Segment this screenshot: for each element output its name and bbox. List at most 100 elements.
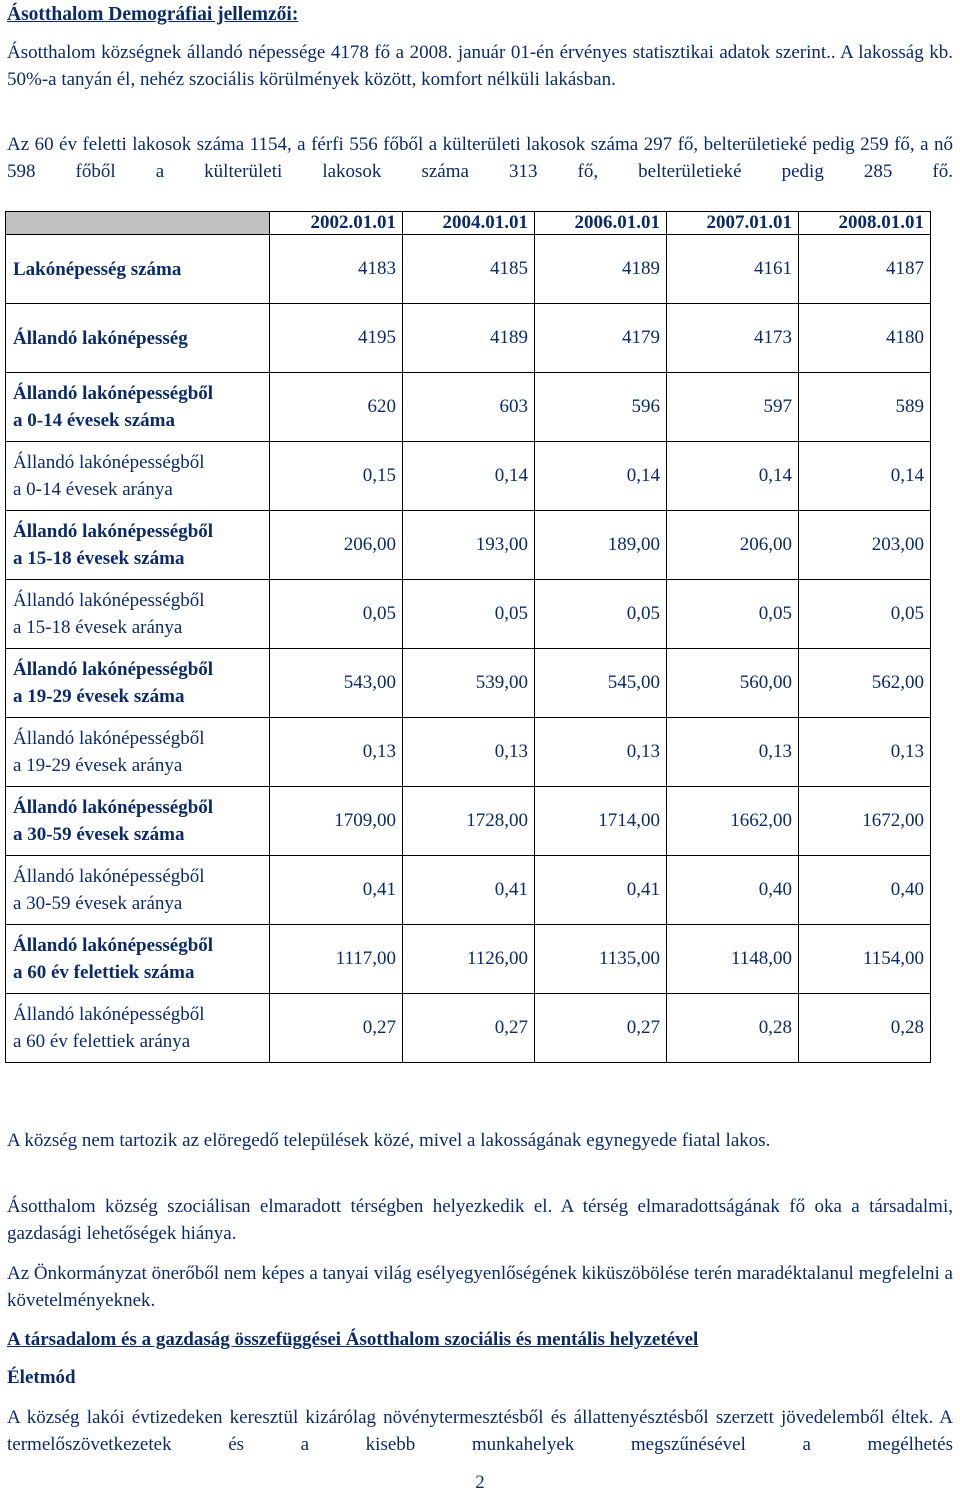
row-label: Állandó lakónépességből a 60 év felettiek… <box>5 993 270 1063</box>
value-cell: 0,13 <box>534 717 667 787</box>
value-cell: 539,00 <box>402 648 535 718</box>
row-label: Állandó lakónépességből a 60 év felettiek… <box>5 924 270 994</box>
value-cell: 0,14 <box>534 441 667 511</box>
value-cell: 0,27 <box>534 993 667 1063</box>
row-label-line: a 15-18 évesek aránya <box>13 617 183 638</box>
paragraph-lifestyle: A község lakói évtizedeken keresztül kiz… <box>7 1407 953 1455</box>
row-label-line: Állandó lakónépességből <box>13 452 205 473</box>
section-link-heading[interactable]: A társadalom és a gazdaság összefüggései… <box>7 1329 699 1350</box>
value-cell: 4195 <box>269 303 403 373</box>
row-label-line: Lakónépesség száma <box>13 258 182 280</box>
value-cell: 0,05 <box>534 579 667 649</box>
year-header: 2004.01.01 <box>402 211 535 235</box>
table-corner-cell <box>5 211 270 235</box>
year-header: 2002.01.01 <box>269 211 403 235</box>
value-cell: 0,05 <box>402 579 535 649</box>
value-cell: 0,05 <box>269 579 403 649</box>
value-cell: 1662,00 <box>666 786 799 856</box>
row-label-line: a 0-14 évesek száma <box>13 410 175 431</box>
value-cell: 0,14 <box>666 441 799 511</box>
value-cell: 0,40 <box>666 855 799 925</box>
value-cell: 0,13 <box>666 717 799 787</box>
value-cell: 1728,00 <box>402 786 535 856</box>
subsection-title: Életmód <box>7 1367 76 1388</box>
value-cell: 4189 <box>402 303 535 373</box>
value-cell: 0,13 <box>798 717 931 787</box>
year-header: 2006.01.01 <box>534 211 667 235</box>
value-cell: 1154,00 <box>798 924 931 994</box>
value-cell: 543,00 <box>269 648 403 718</box>
value-cell: 4180 <box>798 303 931 373</box>
value-cell: 1672,00 <box>798 786 931 856</box>
row-label-line: a 60 év felettiek száma <box>13 962 195 983</box>
row-label-line: Állandó lakónépességből <box>13 935 214 956</box>
value-cell: 0,28 <box>666 993 799 1063</box>
paragraph-aging: A község nem tartozik az elöregedő telep… <box>7 1130 771 1151</box>
row-label-line: Állandó lakónépességből <box>13 521 214 542</box>
demographics-table: 2002.01.01 2004.01.01 2006.01.01 2007.01… <box>5 211 931 1063</box>
row-label-line: a 15-18 évesek száma <box>13 548 185 569</box>
value-cell: 0,28 <box>798 993 931 1063</box>
value-cell: 0,27 <box>402 993 535 1063</box>
table-row: Állandó lakónépességből a 60 év felettiek… <box>5 993 931 1063</box>
value-cell: 0,14 <box>402 441 535 511</box>
value-cell: 4185 <box>402 234 535 304</box>
value-cell: 4161 <box>666 234 799 304</box>
row-label-line: Állandó lakónépességből <box>13 383 214 404</box>
table-row: Állandó lakónépességből a 60 év felettiek… <box>5 924 931 994</box>
paragraph-elderly: Az 60 év feletti lakosok száma 1154, a f… <box>7 134 953 182</box>
table-row: Állandó lakónépességből a 0-14 évesek ará… <box>5 441 931 511</box>
value-cell: 589 <box>798 372 931 442</box>
value-cell: 0,27 <box>269 993 403 1063</box>
row-label-line: Állandó lakónépességből <box>13 866 205 887</box>
row-label-line: Állandó lakónépességből <box>13 659 214 680</box>
row-label-line: a 0-14 évesek aránya <box>13 479 173 500</box>
value-cell: 0,41 <box>534 855 667 925</box>
value-cell: 4187 <box>798 234 931 304</box>
value-cell: 0,40 <box>798 855 931 925</box>
value-cell: 1148,00 <box>666 924 799 994</box>
row-label: Lakónépesség száma <box>5 234 270 304</box>
value-cell: 1709,00 <box>269 786 403 856</box>
value-cell: 0,13 <box>402 717 535 787</box>
value-cell: 206,00 <box>269 510 403 580</box>
value-cell: 603 <box>402 372 535 442</box>
value-cell: 1714,00 <box>534 786 667 856</box>
row-label-line: Állandó lakónépességből <box>13 797 214 818</box>
table-row: Lakónépesség száma 4183 4185 4189 4161 4187 <box>5 234 931 304</box>
page-number: 2 <box>475 1472 485 1493</box>
year-header: 2008.01.01 <box>798 211 931 235</box>
value-cell: 206,00 <box>666 510 799 580</box>
value-cell: 0,15 <box>269 441 403 511</box>
value-cell: 0,41 <box>269 855 403 925</box>
paragraph-region: Ásotthalom község szociálisan elmaradott… <box>7 1196 953 1244</box>
value-cell: 203,00 <box>798 510 931 580</box>
value-cell: 1117,00 <box>269 924 403 994</box>
table-row: Állandó lakónépességből a 15-18 évesek sz… <box>5 510 931 580</box>
row-label-line: Állandó lakónépességből <box>13 1004 205 1025</box>
value-cell: 0,05 <box>666 579 799 649</box>
row-label: Állandó lakónépességből a 30-59 évesek ar… <box>5 855 270 925</box>
table-row: Állandó lakónépességből a 30-59 évesek ar… <box>5 855 931 925</box>
row-label-line: a 19-29 évesek aránya <box>13 755 183 776</box>
row-label-line: a 60 év felettiek aránya <box>13 1031 191 1052</box>
row-label: Állandó lakónépességből a 15-18 évesek ar… <box>5 579 270 649</box>
value-cell: 1126,00 <box>402 924 535 994</box>
value-cell: 189,00 <box>534 510 667 580</box>
table-row: Állandó lakónépesség 4195 4189 4179 4173 4180 <box>5 303 931 373</box>
row-label-line: a 19-29 évesek száma <box>13 686 185 707</box>
value-cell: 0,14 <box>798 441 931 511</box>
value-cell: 597 <box>666 372 799 442</box>
value-cell: 0,13 <box>269 717 403 787</box>
value-cell: 193,00 <box>402 510 535 580</box>
value-cell: 596 <box>534 372 667 442</box>
table-row: Állandó lakónépességből a 19-29 évesek ar… <box>5 717 931 787</box>
value-cell: 0,41 <box>402 855 535 925</box>
row-label: Állandó lakónépességből a 19-29 évesek ar… <box>5 717 270 787</box>
row-label: Állandó lakónépesség <box>5 303 270 373</box>
value-cell: 0,05 <box>798 579 931 649</box>
row-label-line: a 30-59 évesek aránya <box>13 893 183 914</box>
table-row: Állandó lakónépességből a 19-29 évesek sz… <box>5 648 931 718</box>
table-row: Állandó lakónépességből a 0-14 évesek szá… <box>5 372 931 442</box>
